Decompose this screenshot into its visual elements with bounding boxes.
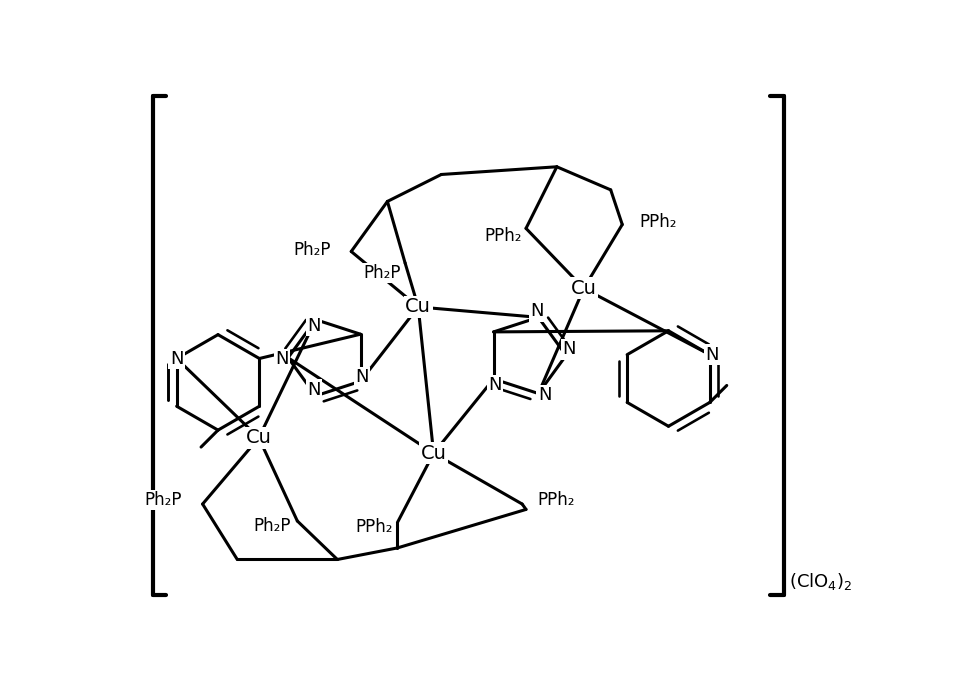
Text: N: N — [538, 386, 551, 404]
Text: PPh₂: PPh₂ — [485, 227, 522, 245]
Text: Cu: Cu — [405, 298, 431, 317]
Text: Ph₂P: Ph₂P — [254, 516, 291, 535]
Text: Ph₂P: Ph₂P — [363, 264, 400, 282]
Text: N: N — [308, 317, 321, 335]
Text: (ClO$_4$)$_2$: (ClO$_4$)$_2$ — [790, 570, 853, 592]
Text: N: N — [170, 350, 183, 367]
Text: Cu: Cu — [420, 444, 447, 462]
Text: N: N — [530, 302, 543, 320]
Text: PPh₂: PPh₂ — [639, 213, 677, 231]
Text: N: N — [355, 369, 369, 386]
Text: Cu: Cu — [245, 428, 272, 447]
Text: N: N — [562, 340, 576, 358]
Text: PPh₂: PPh₂ — [355, 518, 393, 536]
Text: N: N — [275, 350, 288, 368]
Text: PPh₂: PPh₂ — [538, 491, 575, 509]
Text: Ph₂P: Ph₂P — [144, 491, 181, 509]
Text: Cu: Cu — [571, 279, 597, 298]
Text: N: N — [706, 345, 719, 364]
Text: N: N — [308, 381, 321, 399]
Text: N: N — [488, 376, 502, 394]
Text: Ph₂P: Ph₂P — [294, 241, 331, 259]
